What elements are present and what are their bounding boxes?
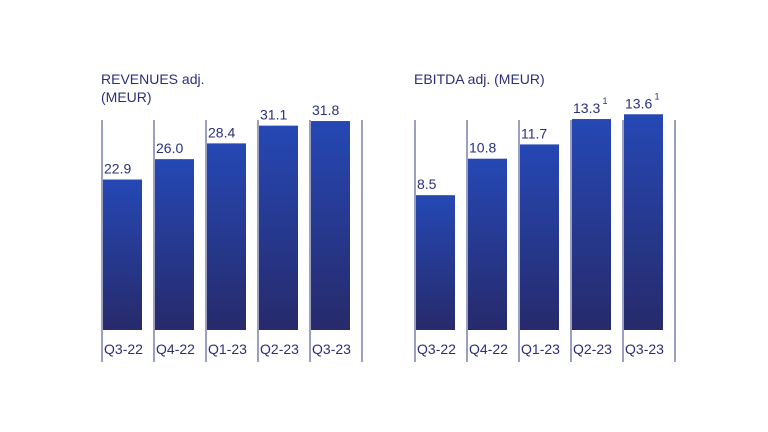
ebitda-bar-q1-23 — [520, 144, 559, 330]
revenues-bar-q2-23 — [259, 125, 298, 330]
ebitda-title-line-1: EBITDA adj. (MEUR) — [414, 71, 545, 87]
ebitda-category-label: Q1-23 — [521, 341, 560, 357]
revenues-category-label: Q2-23 — [260, 341, 299, 357]
ebitda-footnote-marker: 1 — [602, 96, 607, 106]
ebitda-footnote-marker: 1 — [654, 91, 659, 101]
ebitda-bar-q3-22 — [416, 195, 455, 330]
ebitda-value-label: 10.8 — [469, 140, 496, 156]
ebitda-category-label: Q3-22 — [417, 341, 456, 357]
ebitda-category-label: Q2-23 — [573, 341, 612, 357]
revenues-value-label: 28.4 — [208, 124, 235, 140]
ebitda-category-label: Q4-22 — [469, 341, 508, 357]
ebitda-bar-q2-23 — [572, 119, 611, 330]
revenues-bar-q1-23 — [207, 143, 246, 330]
revenues-category-label: Q3-23 — [312, 341, 351, 357]
revenues-title-line-2: (MEUR) — [101, 89, 152, 105]
ebitda-value-label: 8.5 — [417, 176, 437, 192]
ebitda-chart-title: EBITDA adj. (MEUR) — [414, 70, 545, 88]
revenues-bar-q3-22 — [103, 179, 142, 330]
ebitda-bar-q4-22 — [468, 158, 507, 330]
ebitda-bar-q3-23 — [624, 114, 663, 330]
ebitda-category-label: Q3-23 — [625, 341, 664, 357]
revenues-bar-q4-22 — [155, 159, 194, 330]
revenues-value-label: 31.8 — [312, 102, 339, 118]
revenues-category-label: Q4-22 — [156, 341, 195, 357]
ebitda-value-label: 11.7 — [521, 125, 547, 141]
revenues-value-label: 26.0 — [156, 140, 183, 156]
revenues-chart: REVENUES adj. (MEUR) 22.9 Q3-22 26.0 Q4-22 2… — [101, 70, 363, 362]
ebitda-value-label: 13.6 — [625, 95, 652, 111]
revenues-bar-svg: 22.9 Q3-22 26.0 Q4-22 28.4 Q1-23 31.1 Q2-23 31.8… — [101, 102, 363, 362]
revenues-title-line-1: REVENUES adj. — [101, 71, 205, 87]
revenues-bar-q3-23 — [311, 121, 350, 331]
revenues-chart-title: REVENUES adj. (MEUR) — [101, 70, 204, 106]
revenues-value-label: 31.1 — [260, 107, 287, 123]
revenues-value-label: 22.9 — [104, 161, 131, 177]
revenues-category-label: Q3-22 — [104, 341, 143, 357]
ebitda-value-label: 13.3 — [573, 100, 600, 116]
revenues-category-label: Q1-23 — [208, 341, 247, 357]
